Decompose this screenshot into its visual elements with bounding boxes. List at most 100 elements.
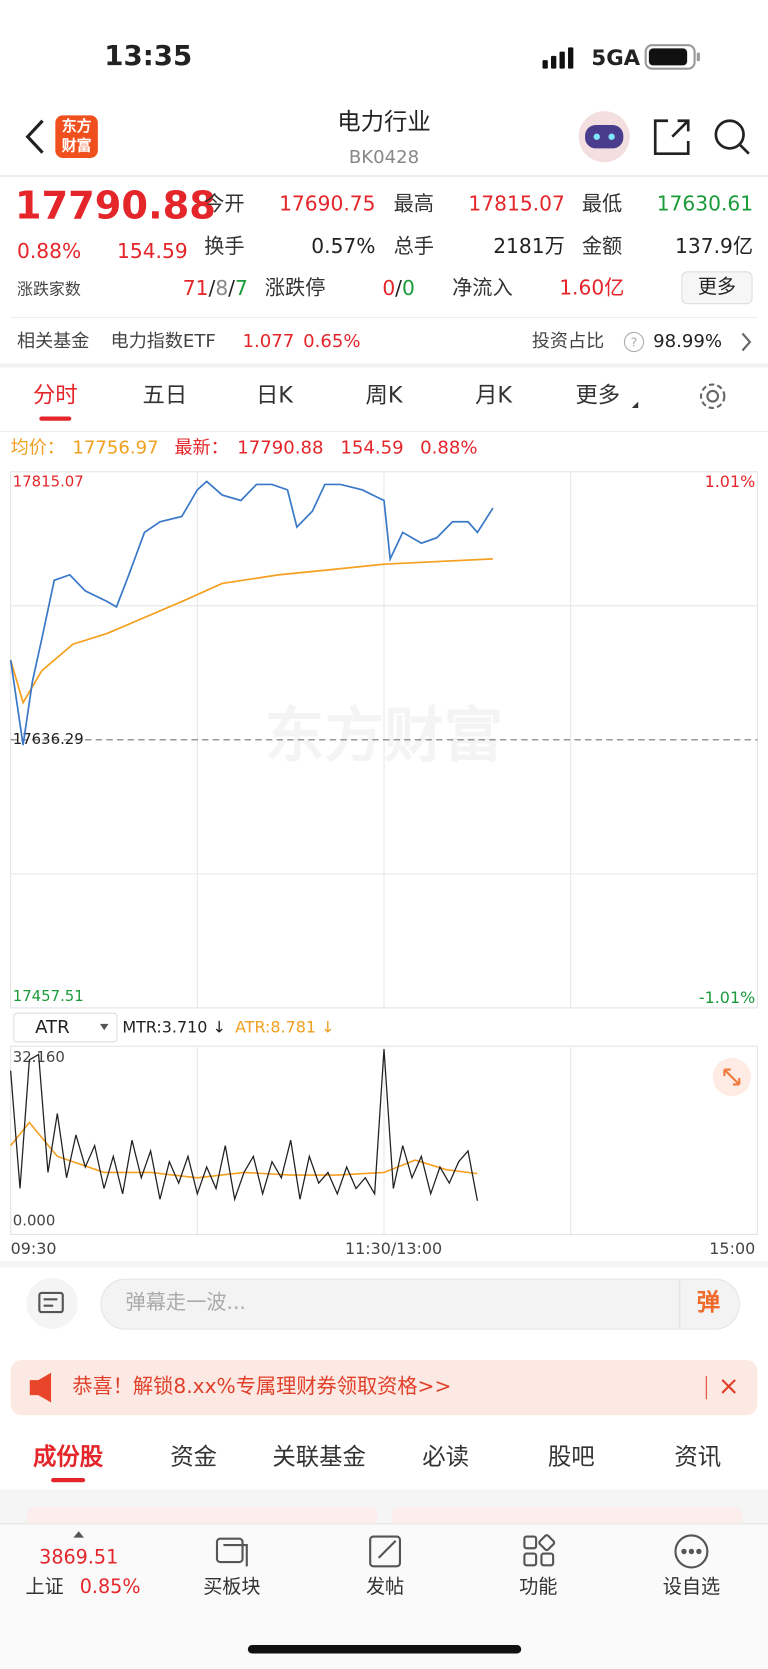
nav-icon[interactable] <box>523 1534 556 1567</box>
tab-indicator <box>39 416 72 421</box>
nav-label[interactable]: 功能 <box>519 1575 557 1598</box>
breadth-down: 7 <box>235 275 248 299</box>
chart-tab[interactable]: 五日 <box>143 383 188 409</box>
fund-name[interactable]: 电力指数ETF <box>111 331 216 352</box>
card <box>391 1506 743 1529</box>
dropdown-arrow <box>631 401 639 408</box>
indicator-select[interactable] <box>13 1012 118 1043</box>
index-value: 3869.51 <box>39 1545 118 1568</box>
separator: / <box>209 275 216 299</box>
help-icon[interactable] <box>623 331 645 353</box>
page-title: 电力行业 <box>337 107 431 135</box>
chart-tab[interactable]: 日K <box>256 383 294 409</box>
settings-icon[interactable] <box>699 383 726 410</box>
stat-value: 137.9亿 <box>675 234 753 258</box>
price-line <box>9 480 494 746</box>
dropdown-arrow <box>99 1023 109 1031</box>
nav-label[interactable]: 买板块 <box>203 1575 260 1598</box>
close-button[interactable]: × <box>718 1372 739 1402</box>
robot-icon[interactable] <box>578 111 630 163</box>
chart-tab[interactable]: 分时 <box>33 383 78 409</box>
pct-label: 1.01% <box>705 472 756 491</box>
atr-legend: ATR:8.781 ↓ <box>235 1018 334 1037</box>
expand-button[interactable] <box>712 1057 751 1097</box>
intraday-chart: 17815.07 17636.29 17457.51 <box>9 471 758 1008</box>
logo-text: 东方 <box>62 117 92 135</box>
y-tick-label: 17457.51 <box>13 987 84 1005</box>
more-button[interactable] <box>681 271 753 305</box>
nav-icon[interactable] <box>369 1535 402 1568</box>
stat-value: 17630.61 <box>657 191 753 215</box>
ratio-value: 98.99% <box>653 331 722 352</box>
promo-banner[interactable] <box>10 1359 758 1416</box>
section-tab[interactable]: 关联基金 <box>272 1442 366 1470</box>
bottom-nav <box>0 1523 768 1669</box>
separator: / <box>395 275 402 299</box>
avg-value: 17756.97 <box>72 437 158 458</box>
section-tab[interactable]: 资讯 <box>674 1442 721 1470</box>
last-price: 17790.88 <box>15 183 216 228</box>
avg-price-line <box>9 558 493 705</box>
y-tick-label: 17815.07 <box>13 472 84 490</box>
breadth-flat: 8 <box>215 275 228 299</box>
expand-arrow[interactable] <box>73 1531 85 1538</box>
nav-label[interactable]: 设自选 <box>663 1575 720 1598</box>
danmaku-toggle[interactable]: 弹 <box>697 1288 720 1316</box>
separator: / <box>228 275 235 299</box>
stat-label: 金额 <box>582 234 622 258</box>
comment-icon[interactable] <box>26 1278 78 1330</box>
nav-icon[interactable] <box>674 1534 709 1569</box>
stat-value: 2181万 <box>493 234 565 258</box>
network-label: 5GA <box>591 46 640 71</box>
mtr-line <box>10 1049 479 1202</box>
chevron[interactable] <box>741 332 752 352</box>
stat-value: 17815.07 <box>468 191 564 215</box>
board-code: BK0428 <box>349 147 419 168</box>
chart-tab[interactable]: 周K <box>366 383 404 409</box>
nav-icon[interactable] <box>215 1537 248 1567</box>
promo-text: 恭喜！解锁8.xx%专属理财券领取资格>> <box>72 1374 451 1398</box>
index-change: 0.85% <box>80 1575 141 1598</box>
mtr-legend: MTR:3.710 ↓ <box>122 1018 226 1037</box>
x-tick-label: 11:30/13:00 <box>345 1239 442 1258</box>
fund-label: 相关基金 <box>17 331 89 352</box>
inflow-label: 净流入 <box>452 275 513 299</box>
section-tab[interactable]: 资金 <box>170 1442 217 1470</box>
battery-icon <box>644 44 700 70</box>
chart-tab[interactable]: 更多 <box>575 383 620 409</box>
comment-input[interactable] <box>100 1278 740 1330</box>
speaker-icon <box>29 1372 52 1403</box>
app-logo[interactable] <box>55 115 98 158</box>
x-tick-label: 15:00 <box>709 1239 755 1258</box>
breadth-label: 涨跌家数 <box>17 279 81 298</box>
back-button[interactable] <box>25 119 44 154</box>
stat-label: 最低 <box>582 191 622 215</box>
indicator-name: ATR <box>35 1017 70 1038</box>
share-icon[interactable] <box>653 119 690 156</box>
chart-tab[interactable]: 月K <box>475 383 513 409</box>
section-tab[interactable]: 必读 <box>422 1442 469 1470</box>
card <box>26 1506 378 1529</box>
limit-up: 0 <box>382 275 395 299</box>
ratio-label: 投资占比 <box>532 331 604 352</box>
stat-label: 今开 <box>204 191 244 215</box>
avg-label: 均价： <box>11 437 65 458</box>
fund-price: 1.077 <box>243 331 295 352</box>
limit-down: 0 <box>402 275 415 299</box>
logo-text: 财富 <box>62 136 92 154</box>
nav-label[interactable]: 发帖 <box>366 1575 404 1598</box>
divider <box>0 1261 768 1268</box>
fund-change: 0.65% <box>303 331 360 352</box>
section-tab[interactable]: 成份股 <box>33 1442 104 1470</box>
stat-value: 17690.75 <box>279 191 375 215</box>
stat-label: 最高 <box>394 191 434 215</box>
last-label: 最新： <box>174 437 228 458</box>
section-tab[interactable]: 股吧 <box>548 1442 595 1470</box>
help-icon-text: ? <box>631 336 638 351</box>
index-name: 上证 <box>26 1575 64 1598</box>
last-change-pct: 0.88% <box>420 437 477 458</box>
more-button-label: 更多 <box>698 275 736 298</box>
search-icon[interactable] <box>714 119 750 155</box>
limit-value: 0/0 <box>382 275 415 299</box>
